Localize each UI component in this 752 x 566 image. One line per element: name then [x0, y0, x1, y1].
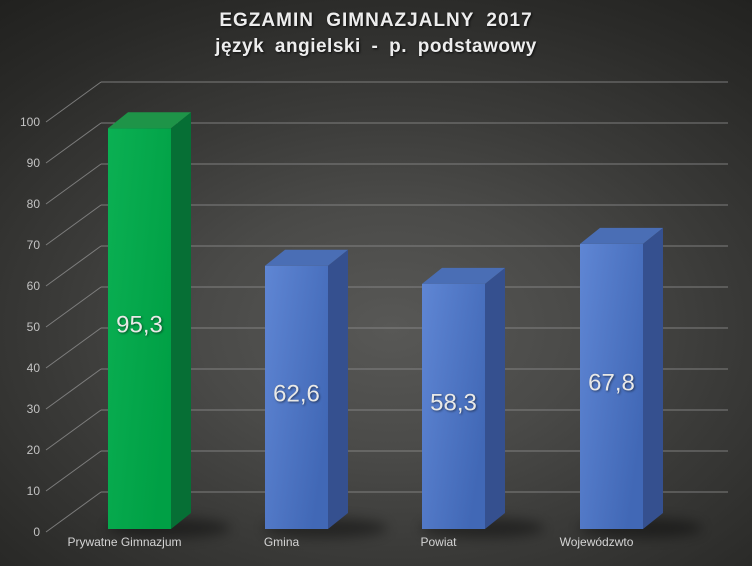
- bar-value-label: 62,6: [273, 380, 320, 407]
- bar-side-face: [171, 112, 191, 530]
- y-tick-label: 40: [27, 361, 41, 375]
- y-tick-label: 80: [27, 197, 41, 211]
- y-tick-label: 10: [27, 484, 41, 498]
- chart-title-line1: EGZAMIN GIMNAZJALNY 2017: [219, 10, 533, 31]
- bar-powiat: [422, 283, 485, 529]
- bar-top-face: [108, 112, 191, 129]
- y-tick-label: 20: [27, 443, 41, 457]
- y-tick-label: 0: [33, 525, 40, 539]
- bar-top-face: [580, 227, 663, 244]
- y-gridline-depth: [45, 368, 102, 410]
- y-gridline-depth: [45, 286, 102, 328]
- bar-top-face: [422, 267, 505, 284]
- bar-side-face: [643, 227, 663, 529]
- y-tick-label: 90: [27, 156, 41, 170]
- y-gridline-depth: [45, 327, 102, 369]
- y-gridline-depth: [45, 81, 102, 123]
- bar-value-label: 67,8: [588, 369, 635, 396]
- y-tick-label: 60: [27, 279, 41, 293]
- bar-prywatne-gimnazjum: [108, 128, 171, 530]
- x-axis-label: Prywatne Gimnazjum: [67, 535, 181, 549]
- x-axis-label: Powiat: [420, 535, 457, 549]
- y-gridline-depth: [45, 122, 102, 164]
- chart-title: EGZAMIN GIMNAZJALNY 2017 język angielski…: [0, 7, 752, 60]
- bar-value-label: 95,3: [116, 312, 163, 339]
- y-tick-label: 100: [20, 115, 40, 129]
- y-tick-label: 50: [27, 320, 41, 334]
- chart-title-line2: język angielski - p. podstawowy: [215, 36, 537, 57]
- y-gridline-depth: [45, 409, 102, 451]
- bar-side-face: [485, 267, 505, 529]
- x-axis-label: Wojewódzwto: [560, 535, 634, 549]
- y-tick-label: 30: [27, 402, 41, 416]
- bar-top-face: [265, 249, 348, 266]
- y-tick-label: 70: [27, 238, 41, 252]
- bar-value-label: 58,3: [430, 389, 477, 416]
- x-axis-label: Gmina: [264, 535, 300, 549]
- bar-wojewódzwto: [580, 243, 643, 529]
- y-gridline-depth: [45, 450, 102, 492]
- y-gridline-depth: [45, 491, 102, 533]
- bar-side-face: [328, 249, 348, 529]
- bar-gmina: [265, 265, 328, 529]
- y-gridline-depth: [45, 163, 102, 205]
- y-gridline-depth: [45, 204, 102, 246]
- y-gridline-depth: [45, 245, 102, 287]
